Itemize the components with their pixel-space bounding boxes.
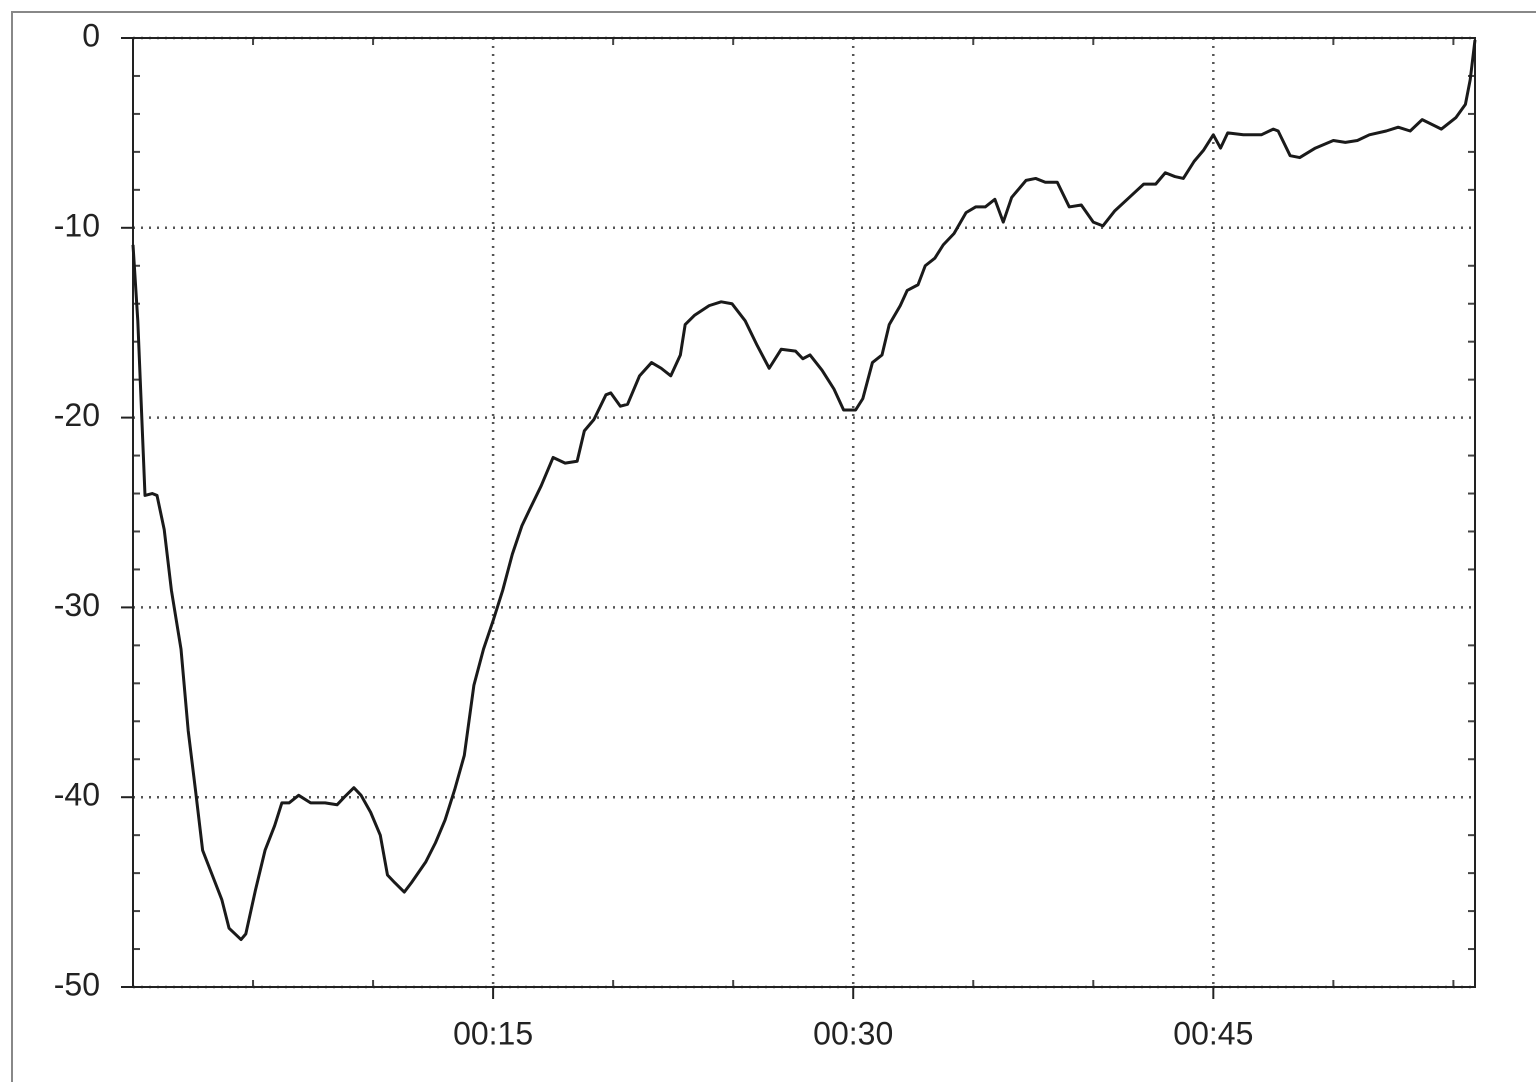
y-tick-label: 0 xyxy=(82,17,100,53)
x-tick-label: 00:45 xyxy=(1173,1015,1253,1051)
y-tick-label: -30 xyxy=(54,587,100,623)
y-tick-label: -20 xyxy=(54,397,100,433)
y-tick-label: -50 xyxy=(54,966,100,1002)
y-tick-label: -40 xyxy=(54,777,100,813)
y-tick-label: -10 xyxy=(54,207,100,243)
x-tick-label: 00:30 xyxy=(813,1015,893,1051)
data-line xyxy=(131,39,1477,942)
frame xyxy=(11,11,1536,1087)
x-tick-label: 00:15 xyxy=(453,1015,533,1051)
plot-border xyxy=(132,37,1476,988)
